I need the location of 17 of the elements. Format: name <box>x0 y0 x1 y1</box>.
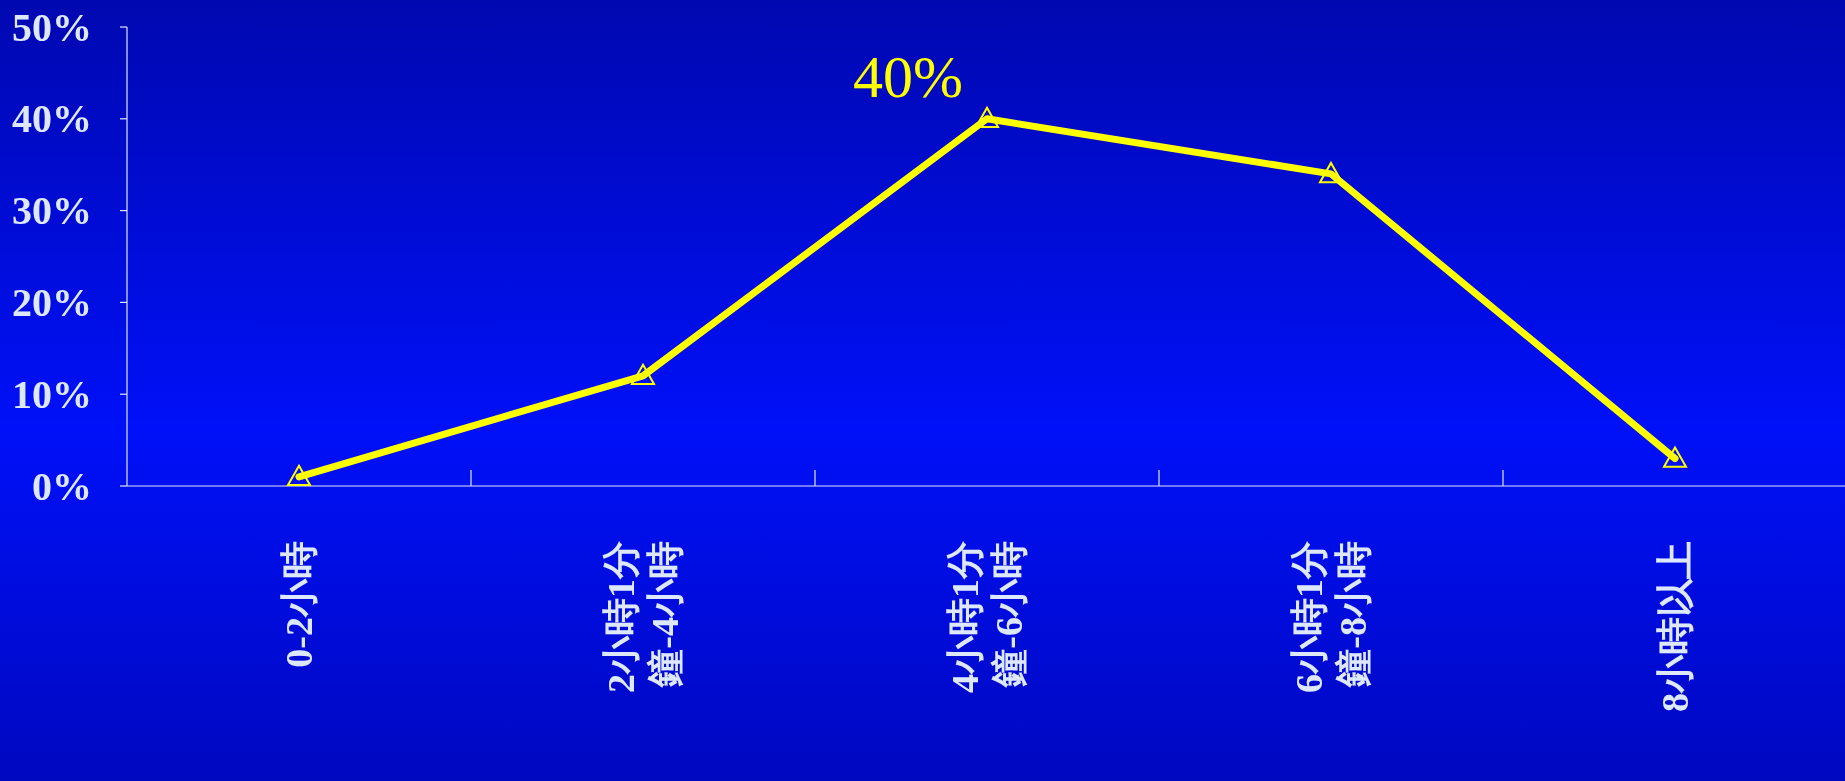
data-label: 40% <box>853 43 963 110</box>
x-tick-label: 0-2小時 <box>278 541 320 668</box>
point <box>1319 161 1343 184</box>
y-tick-label: 50% <box>12 4 92 50</box>
x-tick-label: 4小時1分鐘-6小時 <box>944 541 1030 693</box>
y-tick-label: 0% <box>32 463 92 509</box>
y-tick-label: 10% <box>12 371 92 417</box>
x-tick-label: 2小時1分鐘-4小時 <box>600 541 686 693</box>
y-tick-label: 20% <box>12 279 92 325</box>
point <box>287 464 311 487</box>
point <box>975 106 999 129</box>
y-tick-label: 30% <box>12 188 92 234</box>
y-tick-label: 40% <box>12 96 92 142</box>
point <box>631 363 655 386</box>
point <box>1663 446 1687 468</box>
x-tick-label: 8小時以上 <box>1654 541 1696 712</box>
x-tick-label: 6小時1分鐘-8小時 <box>1288 541 1374 693</box>
